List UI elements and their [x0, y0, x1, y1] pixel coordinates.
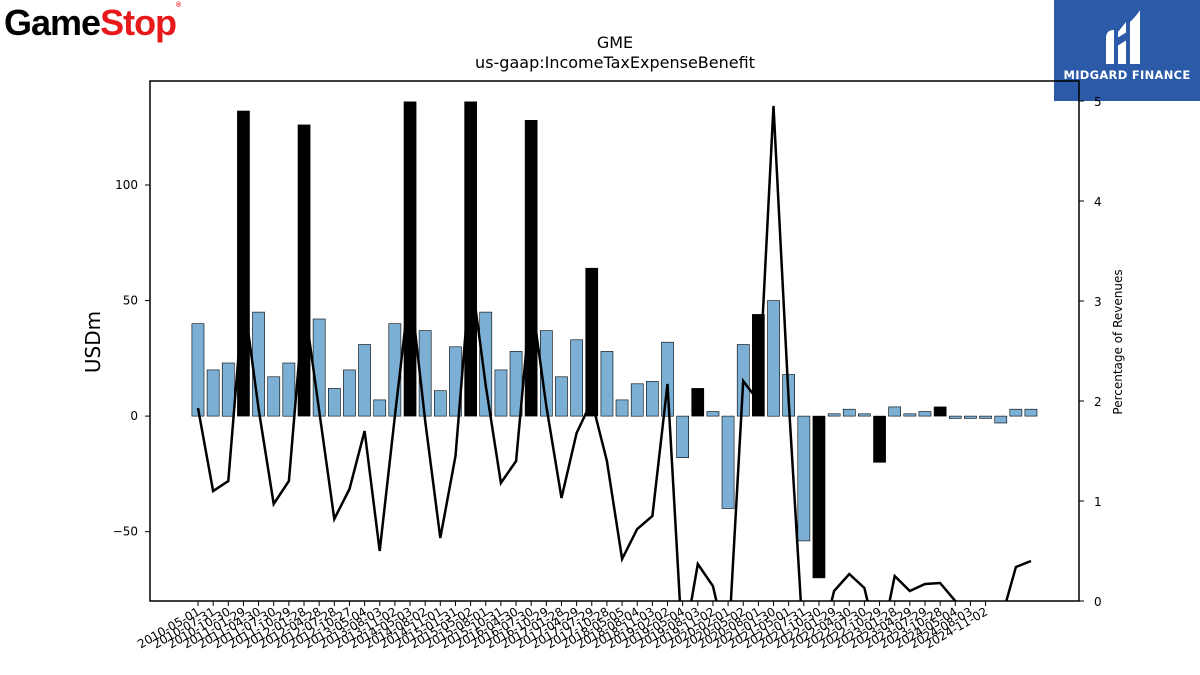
quarter-bar	[343, 369, 356, 417]
midgard-logo-icon	[1106, 10, 1140, 64]
quarter-bar	[1009, 408, 1023, 417]
y2-tick-label: 4	[1094, 195, 1102, 209]
y2-tick-label: 0	[1094, 595, 1102, 609]
quarter-bar	[494, 369, 508, 417]
quarter-bar	[221, 362, 235, 417]
quarter-bar	[479, 311, 493, 417]
y-axis-label: USDm	[81, 311, 105, 373]
y2-tick-label: 5	[1094, 95, 1102, 109]
quarter-bar	[327, 388, 341, 417]
quarter-bar	[842, 408, 856, 417]
quarter-bar	[282, 362, 296, 417]
quarter-bar	[630, 383, 644, 417]
plot-area: −500501000123452010-05-012010-07-312010-…	[113, 95, 1102, 651]
quarter-bar	[661, 341, 674, 417]
quarter-bar	[1024, 408, 1038, 417]
quarter-bar	[979, 415, 992, 419]
logo-registered-mark: ®	[176, 2, 181, 9]
quarter-bar	[191, 323, 205, 417]
quarter-bar	[570, 339, 583, 417]
y2-tick-label: 1	[1094, 495, 1102, 509]
y2-tick-label: 2	[1094, 395, 1102, 409]
quarter-bar	[267, 376, 281, 417]
annual-bar	[237, 110, 250, 417]
annual-bar	[464, 101, 478, 417]
quarter-bar	[767, 300, 780, 417]
chart-title: GME	[597, 33, 633, 52]
annual-bar	[933, 406, 947, 417]
gamestop-logo: GameStop®	[4, 2, 181, 44]
quarter-bar	[539, 330, 553, 417]
plot-frame	[149, 80, 1080, 602]
quarter-bar	[888, 406, 901, 417]
quarter-bar	[706, 411, 720, 417]
logo-text-game: Game	[4, 2, 101, 43]
quarter-bar	[433, 390, 447, 417]
quarter-bar	[600, 351, 614, 417]
y2-axis-label: Percentage of Revenues	[1111, 269, 1125, 414]
annual-bar	[691, 388, 705, 417]
quarter-bar	[948, 415, 962, 419]
quarter-bar	[994, 415, 1008, 424]
quarter-bar	[857, 413, 871, 417]
y-tick-label: 100	[115, 178, 138, 192]
chart-subtitle: us-gaap:IncomeTaxExpenseBenefit	[475, 53, 755, 72]
quarter-bar	[206, 369, 220, 417]
quarter-bar	[721, 415, 735, 509]
quarter-bar	[918, 411, 932, 417]
y-tick-label: 50	[123, 294, 138, 308]
quarter-bar	[358, 344, 371, 417]
annual-bar	[585, 267, 599, 417]
y-tick-label: −50	[113, 525, 138, 539]
quarter-bar	[615, 399, 629, 417]
quarter-bar	[964, 415, 977, 419]
quarter-bar	[645, 381, 659, 417]
y-tick-label: 0	[130, 409, 138, 423]
quarter-bar	[827, 413, 841, 417]
logo-text-stop: Stop	[100, 2, 177, 43]
annual-bar	[297, 124, 311, 417]
quarter-bar	[903, 413, 917, 417]
midgard-finance-badge: MIDGARD FINANCE	[1054, 0, 1200, 101]
y2-tick-label: 3	[1094, 295, 1102, 309]
quarter-bar	[555, 376, 568, 417]
partner-name: MIDGARD FINANCE	[1063, 68, 1191, 82]
annual-bar	[524, 120, 538, 417]
quarter-bar	[797, 415, 811, 542]
annual-bar	[812, 415, 826, 579]
quarter-bar	[676, 415, 689, 459]
quarter-bar	[373, 399, 387, 417]
annual-bar	[403, 101, 417, 417]
revenue-pct-line	[196, 105, 1032, 601]
annual-bar	[873, 415, 886, 463]
